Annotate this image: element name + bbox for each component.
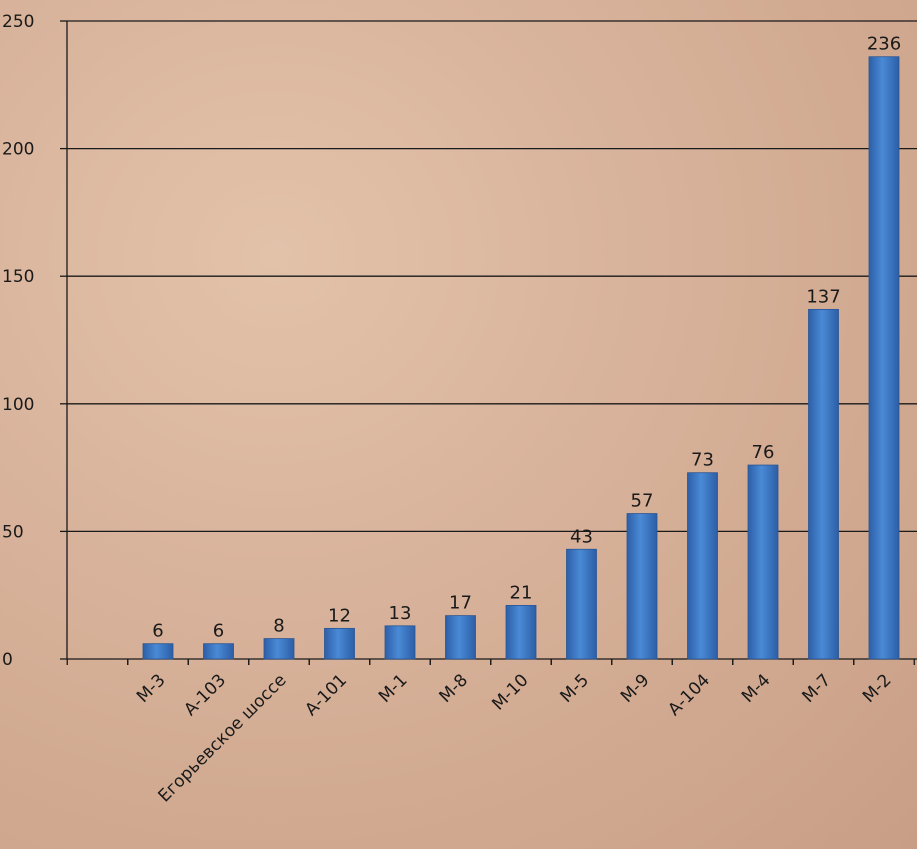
x-tick-label: М-2: [859, 670, 896, 707]
y-tick-label: 150: [2, 267, 34, 287]
data-label: 43: [570, 526, 593, 547]
data-label: 13: [389, 603, 412, 624]
x-tick-label: А-104: [664, 670, 714, 720]
bar: [445, 615, 476, 660]
x-tick-label: М-7: [799, 670, 836, 707]
x-tick-label: А-101: [301, 670, 351, 720]
x-tick-label: М-8: [436, 670, 473, 707]
y-tick-label: 200: [2, 140, 34, 160]
bar: [142, 643, 174, 660]
bar: [505, 605, 537, 660]
data-label: 76: [752, 442, 775, 463]
bar: [687, 472, 718, 660]
data-label: 6: [213, 621, 224, 642]
data-label: 6: [152, 621, 163, 642]
bar: [868, 56, 900, 660]
y-tick-label: 50: [2, 522, 24, 542]
x-tick-label: М-3: [133, 670, 170, 707]
y-tick-label: 250: [2, 12, 34, 32]
data-label: 137: [806, 286, 840, 307]
data-label: 17: [449, 593, 472, 614]
x-tick-label: М-4: [738, 670, 775, 707]
y-tick-label: 100: [2, 395, 34, 415]
y-tick-label: 0: [2, 650, 13, 670]
bar: [626, 513, 658, 660]
axes: [60, 20, 917, 665]
x-tick-label: М-10: [488, 670, 532, 714]
bar: [324, 627, 355, 660]
x-tick-label: М-1: [375, 670, 412, 707]
bars: [142, 56, 900, 660]
data-label: 21: [510, 582, 533, 603]
data-label: 236: [867, 34, 901, 55]
data-label: 73: [691, 450, 714, 471]
data-label: 12: [328, 605, 351, 626]
bar: [263, 638, 295, 660]
x-tick-label: М-9: [617, 670, 654, 707]
data-labels: 6 6 8 12 13 17 21 43 57 73 76 137 236: [152, 34, 901, 642]
data-label: 8: [273, 616, 284, 637]
bar: [384, 625, 416, 660]
gridlines: [67, 20, 917, 533]
bar: [747, 464, 779, 660]
x-tick-label: М-5: [557, 670, 594, 707]
data-label: 57: [631, 491, 654, 512]
x-tick-label: А-103: [180, 670, 230, 720]
bar: [566, 548, 597, 660]
bar: [808, 308, 839, 660]
bar: [203, 643, 234, 660]
